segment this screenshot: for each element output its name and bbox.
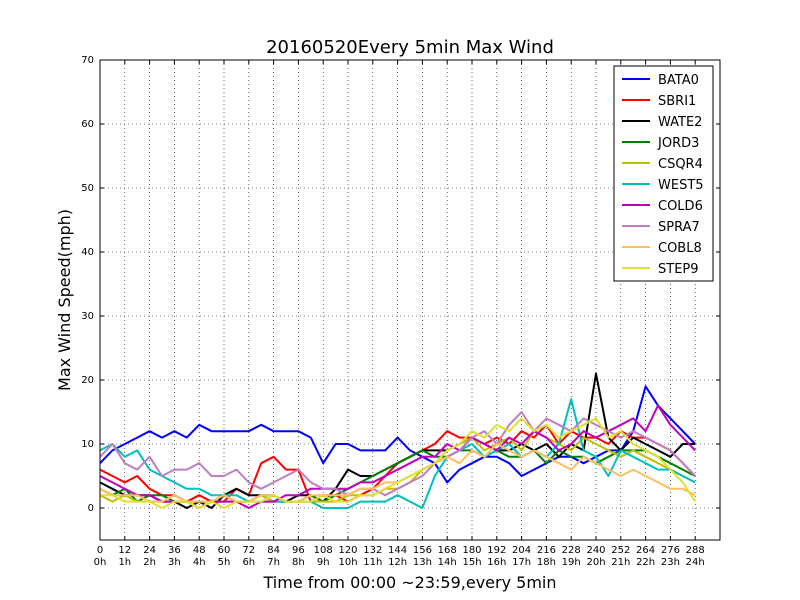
x-tick-hour-label: 0h [94,557,107,568]
x-tick-hour-label: 18h [537,557,556,568]
y-axis-label: Max Wind Speed(mph) [55,209,74,391]
y-tick-label: 10 [81,439,94,450]
legend-box [613,65,714,282]
legend-entry: COLD6 [658,199,703,214]
x-tick-hour-label: 13h [413,557,432,568]
x-tick-hour-label: 1h [118,557,131,568]
x-tick-hour-label: 6h [242,557,255,568]
x-tick-label: 252 [611,545,630,556]
x-tick-label: 156 [413,545,432,556]
x-tick-hour-label: 8h [292,557,305,568]
x-tick-label: 48 [193,545,206,556]
chart-title: 20160520Every 5min Max Wind [266,37,554,58]
x-tick-label: 216 [537,545,556,556]
x-tick-label: 180 [462,545,481,556]
x-tick-label: 204 [512,545,531,556]
x-tick-label: 120 [338,545,357,556]
x-tick-hour-label: 5h [218,557,231,568]
x-tick-hour-label: 2h [143,557,156,568]
legend: BATA0 SBRI1 WATE2 JORD3 CSQR4 WEST5 COLD6 SPRA7… [613,65,714,282]
x-axis-label: Time from 00:00 ~23:59,every 5min [263,573,557,592]
legend-entry: WEST5 [658,178,704,193]
x-tick-label: 96 [292,545,305,556]
legend-entry: BATA0 [658,73,699,88]
legend-entry: WATE2 [658,115,702,130]
x-tick-label: 72 [242,545,255,556]
x-tick-hour-label: 24h [686,557,705,568]
legend-entry: SBRI1 [658,94,696,109]
x-tick-hour-label: 16h [487,557,506,568]
legend-entry: STEP9 [658,262,699,277]
x-tick-hour-label: 19h [562,557,581,568]
plot-area [99,59,721,541]
x-tick-label: 12 [118,545,131,556]
x-tick-hour-label: 22h [636,557,655,568]
x-tick-label: 168 [438,545,457,556]
legend-entry: COBL8 [658,241,702,256]
x-tick-hour-label: 23h [661,557,680,568]
x-tick-label: 240 [586,545,605,556]
series-line-step9 [100,417,697,509]
x-tick-hour-label: 3h [168,557,181,568]
series-lines [99,372,697,509]
x-tick-label: 192 [487,545,506,556]
x-tick-hour-label: 20h [586,557,605,568]
x-tick-label: 288 [686,545,705,556]
y-tick-label: 30 [81,311,94,322]
x-tick-hour-label: 4h [193,557,206,568]
x-tick-label: 0 [97,545,103,556]
x-tick-label: 36 [168,545,181,556]
x-tick-label: 132 [363,545,382,556]
x-tick-label: 84 [267,545,280,556]
x-tick-label: 60 [218,545,231,556]
axis-ticks: 01020304050607000h121h242h363h484h605h72… [81,55,720,568]
legend-entry: SPRA7 [658,220,700,235]
series-line-spra7 [99,411,696,497]
x-tick-hour-label: 7h [267,557,280,568]
y-tick-label: 60 [81,119,94,130]
x-tick-label: 144 [388,545,407,556]
y-tick-label: 0 [88,503,94,514]
y-tick-label: 70 [81,55,94,66]
y-tick-label: 40 [81,247,94,258]
x-tick-label: 264 [636,545,655,556]
series-line-west5 [99,398,696,509]
x-tick-hour-label: 17h [512,557,531,568]
x-tick-label: 228 [562,545,581,556]
y-tick-label: 50 [81,183,94,194]
x-tick-label: 276 [661,545,680,556]
x-tick-hour-label: 12h [388,557,407,568]
x-tick-hour-label: 10h [338,557,357,568]
legend-entry: JORD3 [657,136,699,151]
y-tick-label: 20 [81,375,94,386]
x-tick-hour-label: 11h [363,557,382,568]
x-tick-label: 24 [143,545,156,556]
x-tick-hour-label: 14h [438,557,457,568]
x-tick-hour-label: 9h [317,557,330,568]
x-tick-hour-label: 15h [462,557,481,568]
x-tick-hour-label: 21h [611,557,630,568]
x-tick-label: 108 [314,545,333,556]
legend-entry: CSQR4 [658,157,703,172]
